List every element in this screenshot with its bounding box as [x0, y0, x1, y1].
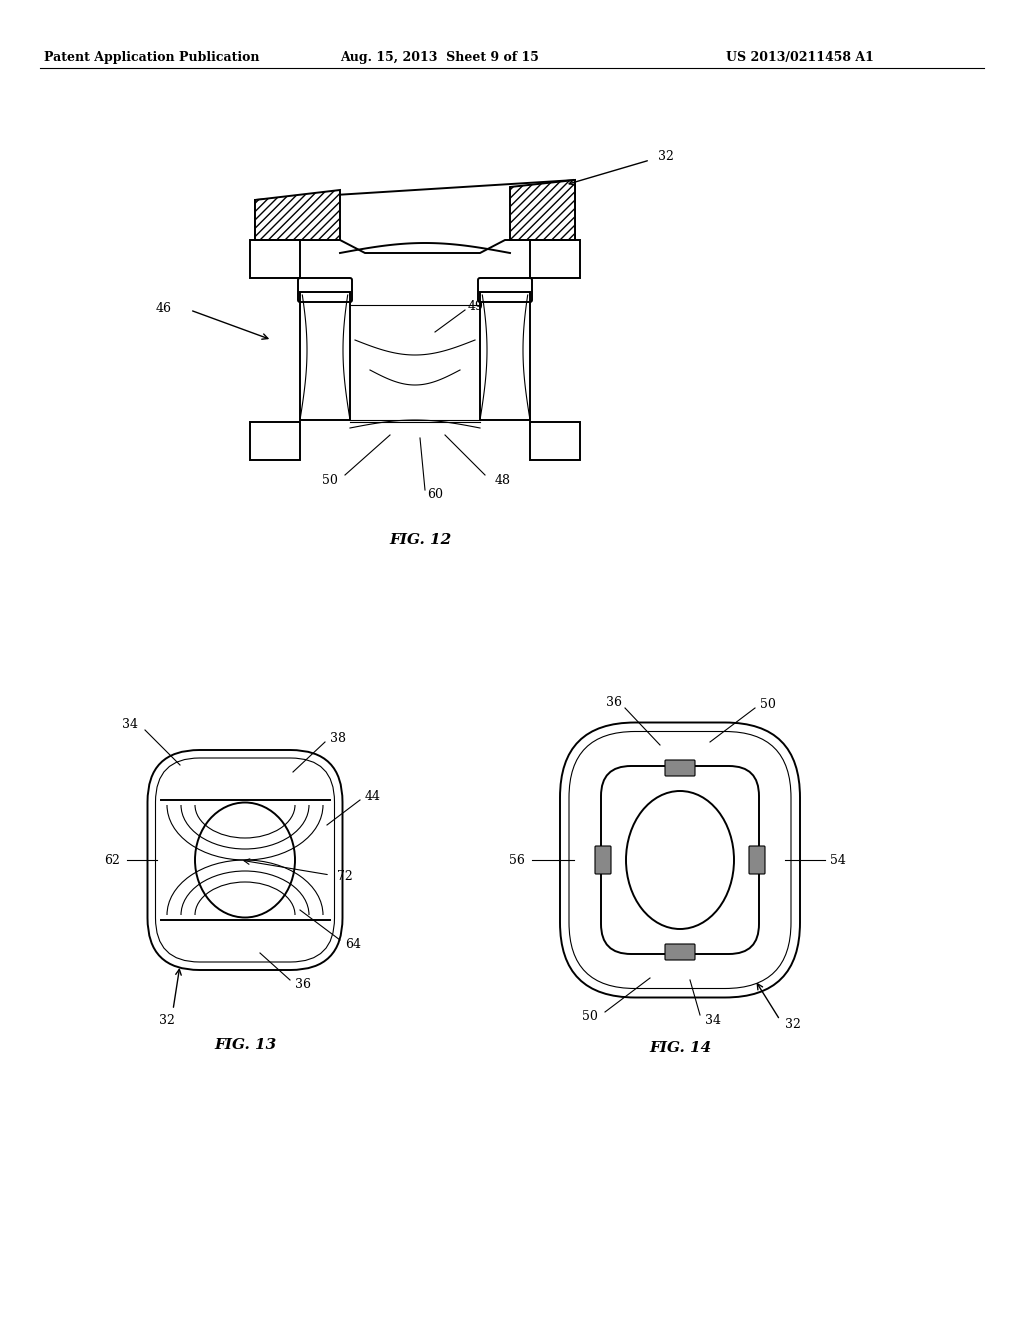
Text: 34: 34: [122, 718, 138, 731]
Text: 36: 36: [606, 697, 622, 710]
Text: 60: 60: [427, 488, 443, 502]
Text: 50: 50: [323, 474, 338, 487]
Text: FIG. 14: FIG. 14: [649, 1041, 711, 1055]
Text: FIG. 12: FIG. 12: [389, 533, 452, 546]
FancyBboxPatch shape: [749, 846, 765, 874]
Text: 54: 54: [830, 854, 846, 866]
Text: 64: 64: [345, 937, 361, 950]
FancyBboxPatch shape: [595, 846, 611, 874]
Text: FIG. 13: FIG. 13: [214, 1038, 276, 1052]
Text: 49: 49: [468, 301, 484, 314]
Text: Patent Application Publication: Patent Application Publication: [44, 51, 260, 65]
Text: 44: 44: [365, 791, 381, 804]
Text: 48: 48: [495, 474, 511, 487]
Text: 50: 50: [582, 1011, 598, 1023]
Text: 46: 46: [156, 301, 172, 314]
Text: 32: 32: [658, 150, 674, 164]
Text: 56: 56: [509, 854, 525, 866]
Text: 32: 32: [159, 1014, 175, 1027]
FancyBboxPatch shape: [665, 944, 695, 960]
Polygon shape: [255, 190, 340, 240]
Text: Aug. 15, 2013  Sheet 9 of 15: Aug. 15, 2013 Sheet 9 of 15: [341, 51, 540, 65]
Text: US 2013/0211458 A1: US 2013/0211458 A1: [726, 51, 873, 65]
Text: 32: 32: [785, 1019, 801, 1031]
Text: 72: 72: [337, 870, 352, 883]
Text: 36: 36: [295, 978, 311, 990]
Polygon shape: [510, 180, 575, 240]
Text: 62: 62: [104, 854, 120, 866]
Text: 38: 38: [330, 731, 346, 744]
Text: 34: 34: [705, 1014, 721, 1027]
Text: 50: 50: [760, 698, 776, 711]
FancyBboxPatch shape: [665, 760, 695, 776]
